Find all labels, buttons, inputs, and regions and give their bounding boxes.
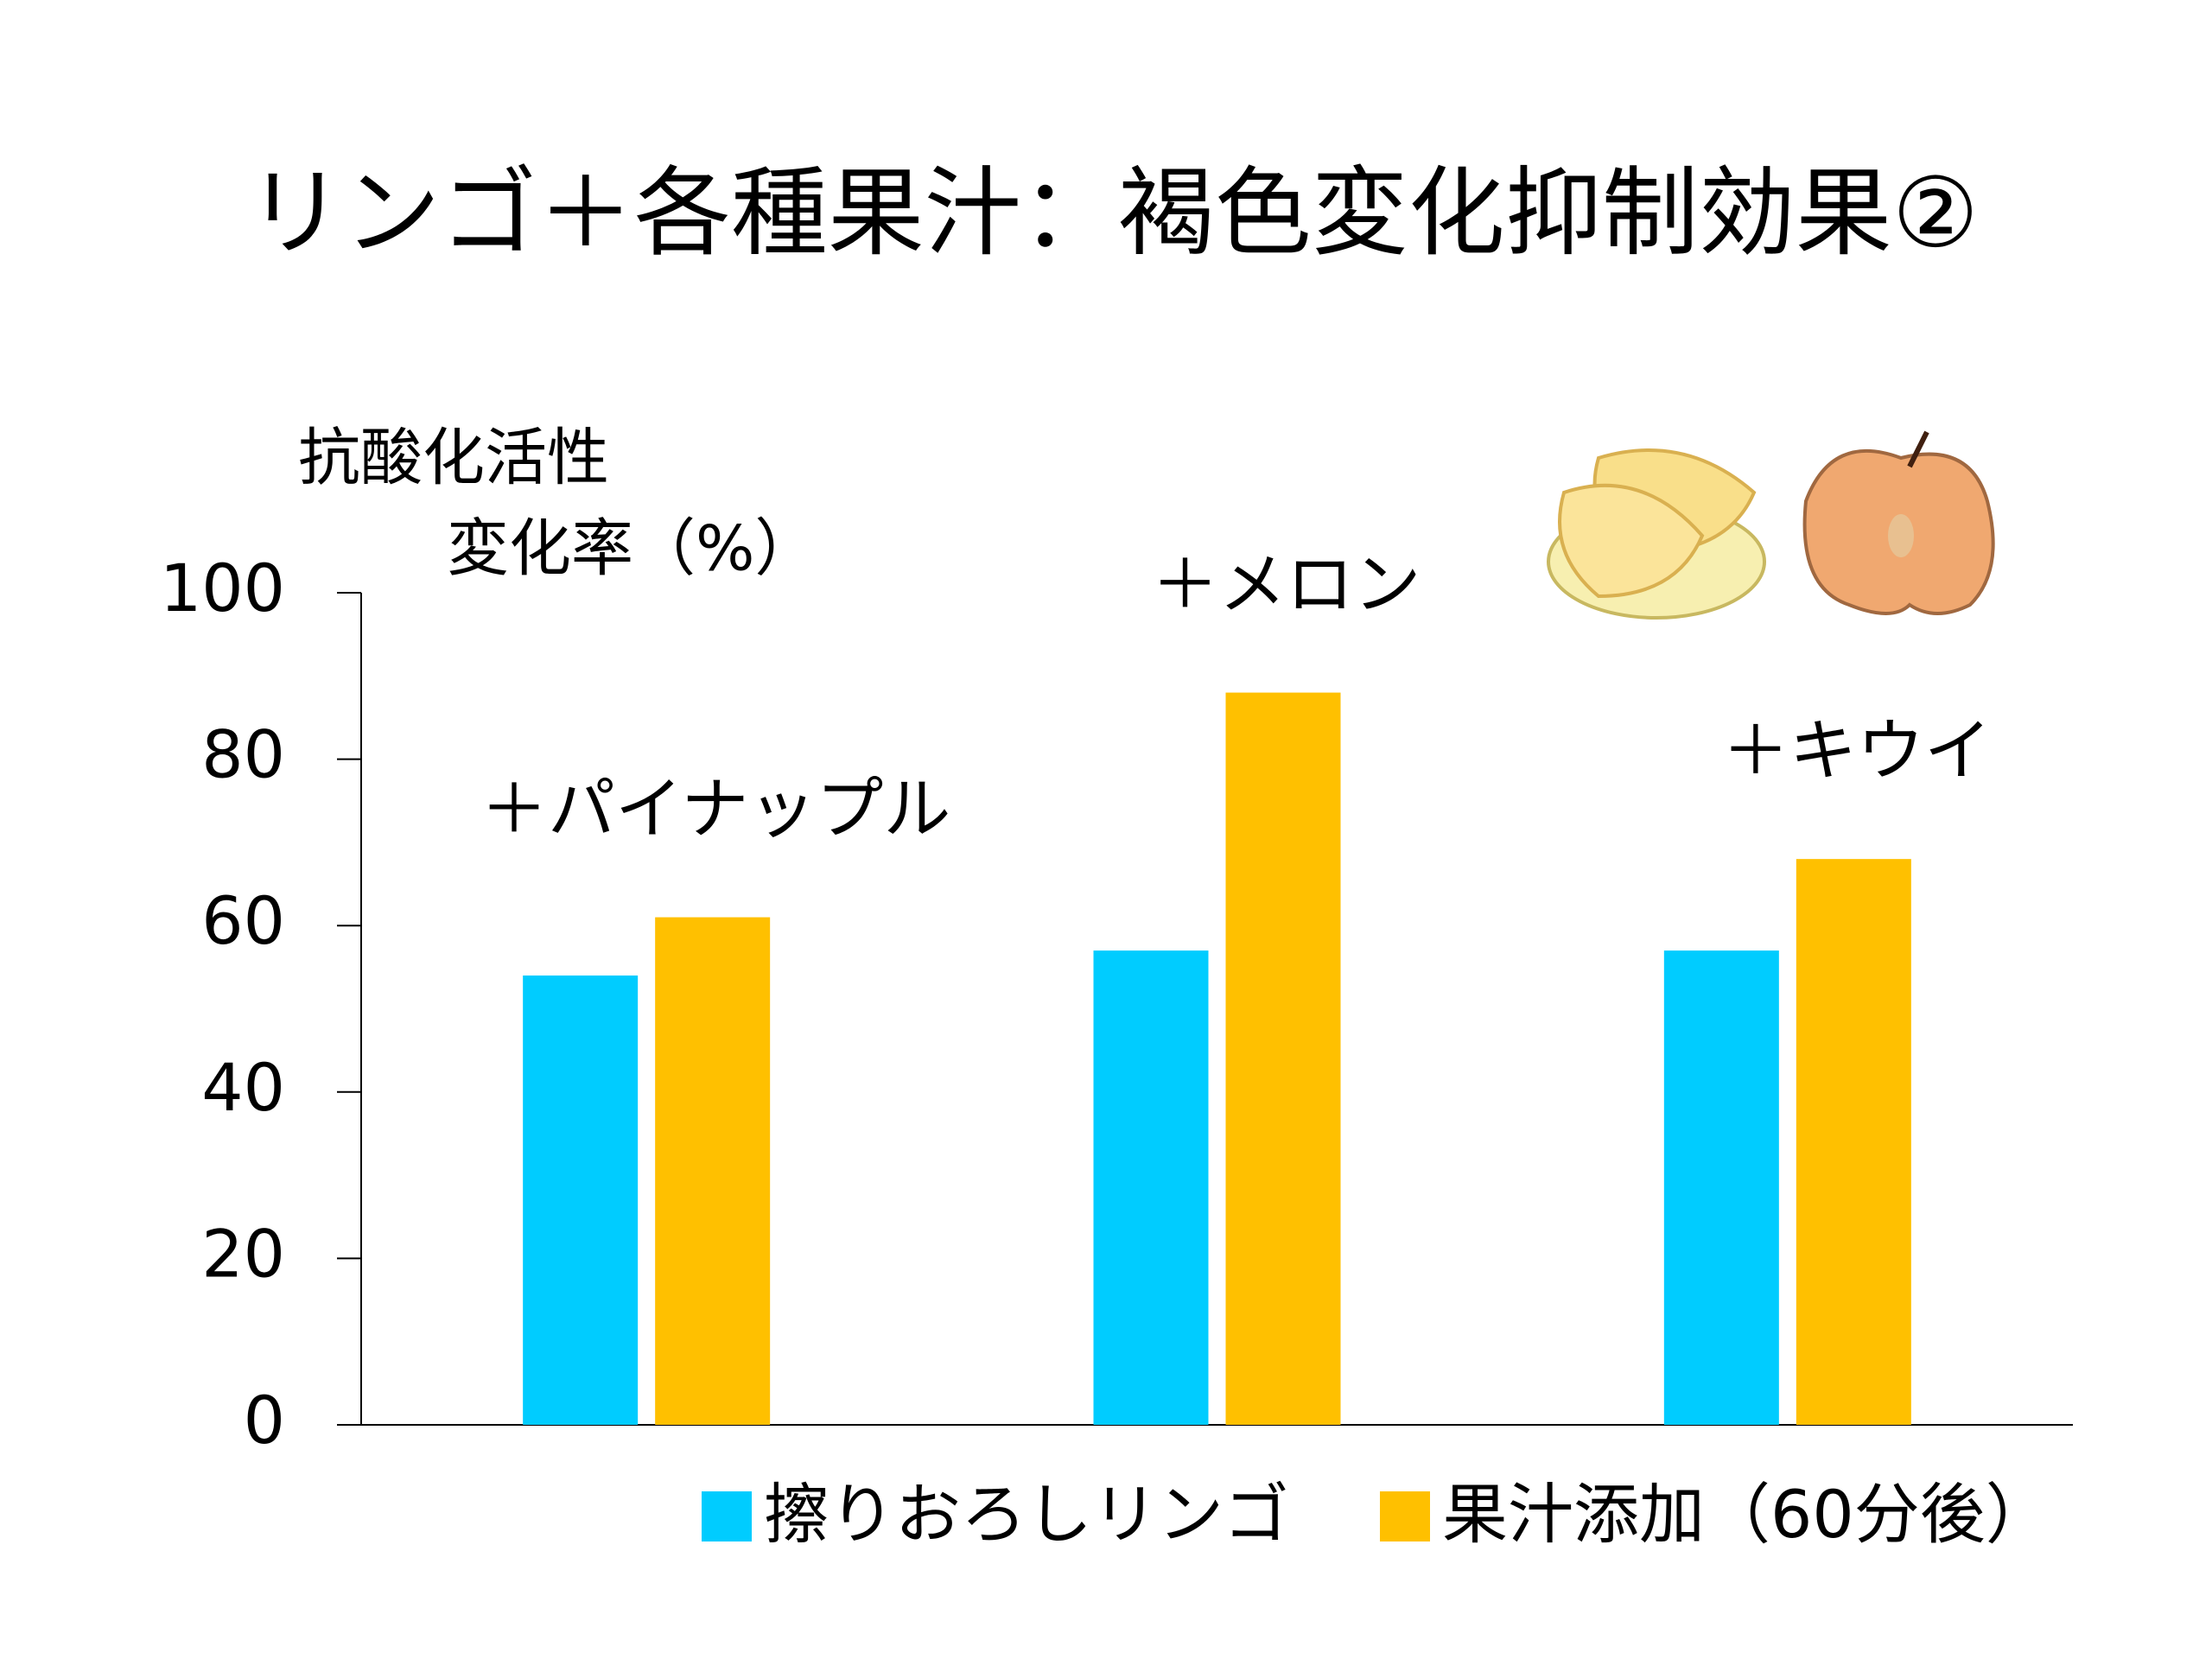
y-tick-label: 80 — [201, 716, 285, 793]
bar — [1663, 950, 1779, 1425]
y-axis-label: 変化率（%） — [447, 512, 817, 585]
category-label: ＋メロン — [1151, 546, 1421, 624]
bar — [1225, 692, 1341, 1425]
category-label: ＋キウイ — [1722, 713, 1992, 791]
chart-title: リンゴ＋各種果汁：褐色変化抑制効果② — [247, 157, 1979, 270]
y-tick-label: 100 — [160, 550, 285, 626]
legend-swatch — [702, 1491, 752, 1541]
y-tick-label: 40 — [201, 1049, 285, 1126]
category-label: ＋パイナップル — [480, 771, 950, 849]
bar — [1796, 859, 1911, 1425]
y-tick-label: 0 — [244, 1382, 285, 1459]
bar — [655, 917, 771, 1425]
legend-label: 果汁添加（60分後） — [1442, 1476, 2051, 1553]
y-tick-label: 20 — [201, 1215, 285, 1292]
legend-swatch — [1380, 1491, 1430, 1541]
legend-label: 擦りおろしリンゴ — [764, 1476, 1289, 1553]
bar — [1093, 950, 1209, 1425]
y-tick-label: 60 — [201, 882, 285, 959]
bar — [523, 975, 639, 1425]
y-axis-label: 抗酸化活性 — [298, 422, 609, 494]
illustration — [1547, 430, 1995, 620]
